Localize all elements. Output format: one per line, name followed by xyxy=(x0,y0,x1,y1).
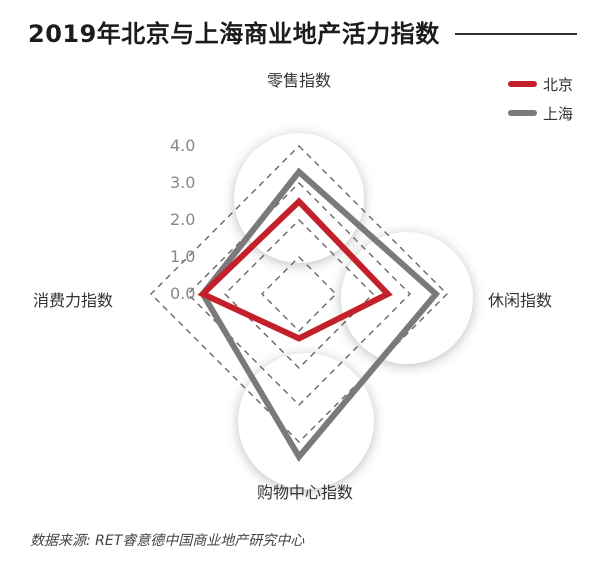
tick-label: 4.0 xyxy=(170,136,195,155)
title-rule xyxy=(455,33,577,35)
axis-label-consumption: 消费力指数 xyxy=(33,291,113,310)
grid-ring-1 xyxy=(261,256,337,332)
tick-label: 3.0 xyxy=(170,173,195,192)
chart-title: 2019年北京与上海商业地产活力指数 xyxy=(28,20,440,48)
grid-ring-2 xyxy=(224,219,374,369)
series-layer xyxy=(197,167,441,462)
series-shanghai xyxy=(199,167,441,462)
axis-label-leisure: 休闲指数 xyxy=(488,291,552,310)
radar-grid xyxy=(150,145,448,443)
axis-bubble-1 xyxy=(341,232,473,364)
axis-label-retail: 零售指数 xyxy=(267,71,331,90)
legend-label-shanghai: 上海 xyxy=(543,105,573,123)
axis-bubble-2 xyxy=(238,353,374,489)
source-note: 数据来源: RET睿意德中国商业地产研究中心 xyxy=(30,533,305,549)
tick-label: 0.0 xyxy=(170,284,195,303)
grid-ring-4 xyxy=(150,145,448,443)
tick-label: 2.0 xyxy=(170,210,195,229)
legend-label-beijing: 北京 xyxy=(543,76,573,94)
tick-label: 1.0 xyxy=(170,247,195,266)
series-beijing xyxy=(197,197,393,342)
tick-labels: 0.0 1.0 2.0 3.0 4.0 xyxy=(170,136,195,303)
grid-ring-3 xyxy=(187,182,411,406)
axis-label-mall: 购物中心指数 xyxy=(257,483,353,502)
